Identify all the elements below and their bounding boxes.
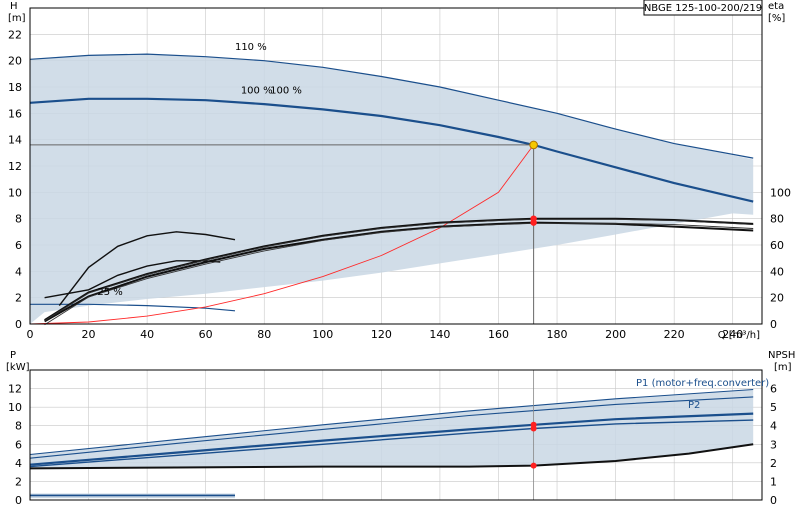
x-tick-label: 100 bbox=[312, 328, 333, 341]
npsh-tick-label: 3 bbox=[770, 438, 777, 451]
curve-label: 100 % bbox=[270, 86, 302, 97]
efficiency-curve bbox=[44, 218, 754, 322]
p2-curve bbox=[29, 412, 754, 466]
head-curve-110 bbox=[29, 53, 754, 159]
p2-label: P2 bbox=[688, 400, 700, 411]
npsh-tick-label: 2 bbox=[770, 457, 777, 470]
npsh-axis-unit: [m] bbox=[774, 362, 792, 373]
x-tick-label: 240 bbox=[722, 328, 743, 341]
eta-axis-title: eta bbox=[768, 1, 784, 12]
curve-label: 25 % bbox=[97, 287, 122, 298]
curve-label: 110 % bbox=[235, 42, 267, 53]
h-tick-label: 10 bbox=[8, 186, 22, 199]
p2-curve-lower bbox=[29, 419, 754, 468]
x-tick-label: 80 bbox=[257, 328, 271, 341]
npsh-tick-label: 1 bbox=[770, 475, 777, 488]
p-axis-unit: [kW] bbox=[6, 362, 30, 373]
p1-label: P1 (motor+freq.converter) bbox=[636, 378, 769, 389]
efficiency-curve bbox=[44, 221, 754, 323]
h-tick-label: 14 bbox=[8, 134, 22, 147]
npsh-curve bbox=[29, 443, 754, 470]
p-tick-label: 10 bbox=[8, 401, 22, 414]
eta-tick-label: 40 bbox=[770, 265, 784, 278]
x-tick-label: 40 bbox=[140, 328, 154, 341]
system-curve bbox=[29, 144, 534, 325]
operating-range-area bbox=[30, 54, 754, 324]
npsh-tick-label: 4 bbox=[770, 420, 777, 433]
x-tick-label: 180 bbox=[547, 328, 568, 341]
top-plot-frame bbox=[29, 7, 763, 325]
h-tick-label: 22 bbox=[8, 28, 22, 41]
p-tick-label: 8 bbox=[15, 420, 22, 433]
curve-label: 100 % bbox=[241, 86, 273, 97]
h-tick-label: 2 bbox=[15, 292, 22, 305]
efficiency-curve bbox=[44, 260, 221, 299]
eta-tick-label: 0 bbox=[770, 318, 777, 331]
power-range-area bbox=[30, 389, 754, 469]
eta-tick-label: 80 bbox=[770, 213, 784, 226]
eta-tick-label: 100 bbox=[770, 186, 791, 199]
legend-box bbox=[643, 0, 763, 16]
p-tick-label: 4 bbox=[15, 457, 22, 470]
p1-curve-lower bbox=[29, 396, 754, 459]
h-axis-title: H bbox=[10, 1, 18, 12]
h-tick-label: 4 bbox=[15, 265, 22, 278]
p-tick-label: 0 bbox=[15, 494, 22, 507]
npsh-axis-title: NPSH bbox=[768, 350, 795, 361]
x-tick-label: 140 bbox=[429, 328, 450, 341]
eta-axis-unit: [%] bbox=[768, 13, 785, 24]
efficiency-curve bbox=[44, 217, 754, 321]
h-tick-label: 16 bbox=[8, 107, 22, 120]
npsh-marker bbox=[530, 462, 537, 469]
h-tick-label: 0 bbox=[15, 318, 22, 331]
p-tick-label: 2 bbox=[15, 475, 22, 488]
h-axis-unit: [m] bbox=[8, 13, 26, 24]
eta-tick-label: 20 bbox=[770, 292, 784, 305]
npsh-tick-label: 0 bbox=[770, 494, 777, 507]
p-tick-label: 6 bbox=[15, 438, 22, 451]
p-axis-title: P bbox=[10, 350, 16, 361]
eta-tick-label: 60 bbox=[770, 239, 784, 252]
operating-point-marker bbox=[529, 140, 538, 150]
x-tick-label: 160 bbox=[488, 328, 509, 341]
x-axis-title: Q [m³/h] bbox=[718, 330, 760, 341]
pump-model-label: NBGE 125-100-200/219 bbox=[644, 3, 762, 14]
h-tick-label: 8 bbox=[15, 213, 22, 226]
x-tick-label: 200 bbox=[605, 328, 626, 341]
p1-curve bbox=[29, 388, 754, 456]
p-tick-label: 12 bbox=[8, 383, 22, 396]
h-tick-label: 20 bbox=[8, 55, 22, 68]
head-curve-100 bbox=[29, 97, 754, 203]
efficiency-curve bbox=[58, 231, 236, 307]
npsh-tick-label: 5 bbox=[770, 401, 777, 414]
x-tick-label: 220 bbox=[664, 328, 685, 341]
x-tick-label: 60 bbox=[199, 328, 213, 341]
p2-marker bbox=[530, 425, 537, 432]
h-tick-label: 6 bbox=[15, 239, 22, 252]
x-tick-label: 0 bbox=[27, 328, 34, 341]
efficiency-curve bbox=[44, 222, 754, 326]
npsh-tick-label: 6 bbox=[770, 383, 777, 396]
efficiency-marker bbox=[530, 219, 537, 226]
bottom-plot-frame bbox=[29, 369, 763, 501]
x-tick-label: 120 bbox=[371, 328, 392, 341]
x-tick-label: 20 bbox=[82, 328, 96, 341]
h-tick-label: 12 bbox=[8, 160, 22, 173]
h-tick-label: 18 bbox=[8, 81, 22, 94]
